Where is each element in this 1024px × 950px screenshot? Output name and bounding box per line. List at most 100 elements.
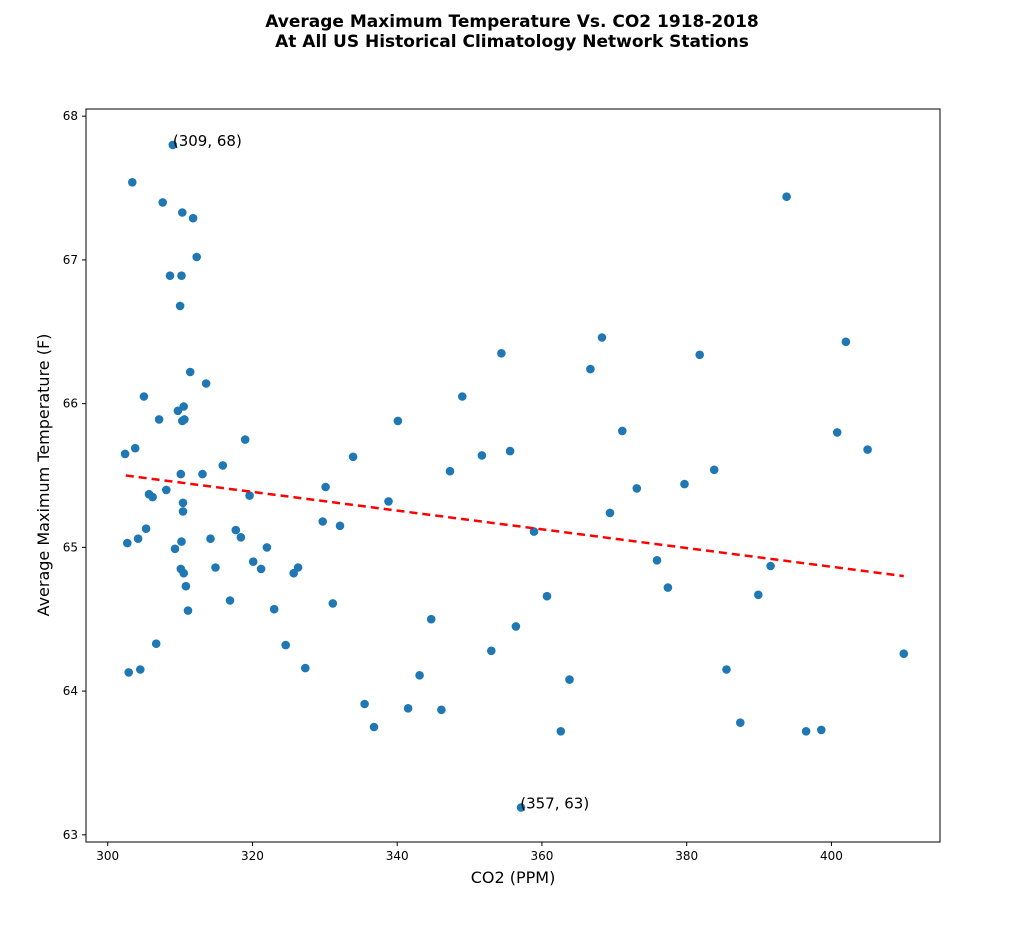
data-point-3: [128, 178, 137, 187]
x-axis: 300 320 340 360 380 400: [96, 842, 843, 863]
data-point-61: [384, 497, 393, 506]
data-point-20: [176, 469, 186, 479]
data-point-62: [393, 416, 403, 426]
chart-title: Average Maximum Temperature Vs. CO2 1918…: [265, 12, 759, 32]
annotation-0: (309, 68): [173, 132, 242, 150]
trend-line: [125, 474, 904, 578]
data-point-29: [179, 568, 188, 578]
data-point-80: [597, 333, 607, 342]
data-point-90: [736, 718, 745, 727]
y-tick-label-68: 68: [63, 109, 78, 123]
x-tick-label-360: 360: [530, 849, 553, 863]
data-point-46: [248, 557, 258, 566]
data-point-83: [632, 484, 642, 493]
x-tick-label-340: 340: [386, 849, 409, 863]
data-point-42: [231, 525, 241, 535]
x-tick-label-380: 380: [675, 849, 698, 863]
data-point-31: [181, 581, 191, 591]
data-point-48: [262, 543, 272, 552]
data-point-63: [403, 704, 413, 713]
data-point-97: [841, 337, 851, 347]
data-point-58: [348, 452, 358, 462]
data-point-34: [188, 213, 198, 223]
data-point-67: [445, 466, 455, 476]
x-axis-label: CO2 (PPM): [471, 868, 556, 887]
trend-layer: [125, 474, 904, 578]
data-point-30: [180, 415, 189, 424]
y-tick-label-67: 67: [63, 253, 78, 267]
data-point-17: [170, 544, 180, 554]
chart-title-block: Average Maximum Temperature Vs. CO2 1918…: [0, 12, 1024, 52]
data-point-64: [415, 671, 424, 680]
data-point-23: [177, 537, 186, 546]
y-tick-label-63: 63: [63, 828, 78, 842]
data-point-92: [766, 561, 775, 571]
data-point-78: [565, 675, 574, 684]
data-point-54: [318, 517, 328, 526]
data-point-75: [529, 527, 539, 536]
data-point-12: [154, 415, 164, 424]
data-point-98: [863, 445, 872, 454]
y-axis-label: Average Maximum Temperature (F): [34, 334, 53, 617]
data-point-91: [754, 590, 763, 600]
data-point-68: [458, 392, 467, 401]
data-point-76: [542, 591, 552, 601]
data-point-89: [722, 665, 731, 674]
data-point-52: [293, 563, 303, 572]
data-point-35: [192, 252, 201, 262]
data-point-5: [133, 534, 143, 543]
data-point-74: [516, 803, 526, 812]
data-point-56: [328, 599, 338, 608]
data-point-94: [801, 727, 811, 736]
data-point-19: [175, 301, 185, 311]
data-point-41: [225, 596, 235, 605]
data-point-45: [245, 491, 254, 500]
data-point-72: [505, 446, 515, 456]
data-point-6: [136, 665, 145, 674]
data-point-2: [124, 668, 133, 677]
data-point-43: [236, 533, 246, 542]
chart-subtitle: At All US Historical Climatology Network…: [275, 32, 749, 52]
data-point-69: [477, 451, 487, 460]
data-point-55: [321, 482, 330, 492]
data-point-10: [148, 492, 157, 502]
data-point-25: [178, 208, 187, 217]
data-point-85: [663, 583, 673, 592]
data-point-93: [782, 192, 791, 201]
x-tick-label-320: 320: [241, 849, 264, 863]
data-point-0: [120, 449, 130, 459]
data-point-33: [185, 367, 195, 377]
data-point-15: [165, 271, 175, 281]
data-point-37: [201, 379, 211, 388]
data-point-14: [162, 485, 171, 495]
data-point-22: [177, 271, 186, 281]
data-point-8: [141, 524, 151, 533]
data-point-26: [178, 498, 188, 508]
data-point-53: [301, 663, 310, 673]
annotation-1: (357, 63): [520, 795, 589, 813]
data-point-82: [618, 426, 627, 436]
data-point-40: [218, 461, 228, 470]
data-point-44: [240, 435, 250, 444]
data-point-86: [680, 479, 689, 489]
data-point-4: [130, 443, 140, 453]
data-point-36: [198, 469, 207, 479]
x-tick-label-300: 300: [96, 849, 119, 863]
data-point-70: [487, 646, 496, 656]
data-point-38: [206, 534, 215, 543]
data-point-11: [151, 639, 161, 648]
y-tick-label-65: 65: [63, 540, 78, 554]
data-point-79: [586, 364, 595, 374]
data-point-47: [256, 564, 266, 574]
plot-frame: [85, 108, 941, 843]
data-point-95: [817, 725, 826, 735]
data-point-73: [511, 622, 521, 631]
x-tick-label-400: 400: [820, 849, 843, 863]
data-point-49: [269, 604, 279, 614]
data-point-13: [158, 198, 167, 207]
points-layer: [120, 140, 909, 812]
data-point-59: [360, 699, 369, 709]
data-point-28: [179, 402, 188, 411]
data-point-99: [899, 649, 909, 658]
